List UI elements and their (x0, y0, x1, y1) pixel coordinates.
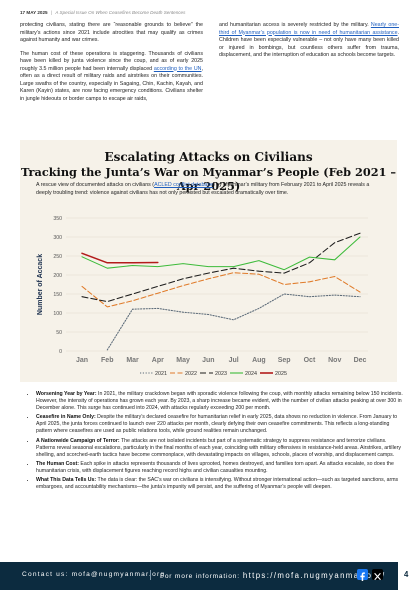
y-tick-label: 250 (53, 254, 62, 260)
x-tick-label: Feb (101, 357, 113, 364)
issue-date: 17 MAY 2025 (20, 10, 48, 15)
page-number: 4 (404, 570, 409, 579)
legend-label: 2024 (245, 371, 257, 377)
paragraph-text: , often as a direct result of military r… (20, 65, 203, 102)
finding-text: The data is clear: the SAC’s war on civi… (36, 477, 399, 491)
attacks-line-chart: 0 50 100 150 200 250 300 350 Number of Accack Jan… (37, 216, 368, 377)
intro-paragraph: The human cost of these operations is st… (20, 51, 203, 104)
intro-right-column: and humanitarian access is severely rest… (219, 22, 399, 66)
intro-paragraph: and humanitarian access is severely rest… (219, 22, 399, 60)
finding-text: The attacks are not isolated incidents b… (36, 437, 401, 458)
chart-description: A rescue view of documented attacks on c… (36, 182, 386, 197)
paragraph-text: The human cost of these operations is st… (20, 50, 203, 72)
finding-item: What This Data Tells Us: The data is cle… (36, 477, 406, 491)
legend-label: 2025 (275, 371, 287, 377)
page-footer: Contact us: mofa@nugmyanmar.org For more… (0, 562, 417, 590)
legend-label: 2021 (155, 371, 167, 377)
x-tick-label: Aug (252, 357, 266, 364)
header-separator: | (50, 10, 53, 15)
x-tick-label: May (176, 357, 190, 364)
chart-subtitle: Tracking the Junta’s War on Myanmar’s Pe… (20, 165, 397, 193)
series-line-2021 (106, 293, 361, 351)
finding-item: Worsening Year by Year: In 2021, the mil… (36, 391, 406, 412)
series-line-2025 (81, 252, 159, 264)
finding-title: A Nationwide Campaign of Terror: (36, 437, 120, 444)
chart-panel: Escalating Attacks on Civilians Tracking… (20, 140, 397, 382)
y-tick-label: 50 (56, 330, 62, 336)
page-number-box (398, 562, 417, 590)
series-line-2023 (81, 232, 361, 303)
paragraph-text: and humanitarian access is severely rest… (219, 22, 371, 28)
key-findings-list: Worsening Year by Year: In 2021, the mil… (26, 391, 406, 493)
x-tick-label: Jan (76, 357, 88, 364)
series-line-2022 (81, 272, 361, 308)
paragraph-text: ) by Myanmar’s military from February 20… (36, 182, 370, 196)
finding-title: The Human Cost: (36, 460, 79, 467)
x-tick-label: Dec (354, 357, 367, 364)
y-axis-label: Number of Accack (37, 254, 44, 315)
contact-email[interactable]: Contact us: mofa@nugmyanmar.org (22, 571, 166, 578)
x-tick-label: Jun (202, 357, 214, 364)
more-info-label: For more information: (160, 573, 240, 580)
acled-link[interactable]: ACLED conflict database (154, 182, 213, 188)
legend-label: 2023 (215, 371, 227, 377)
paragraph-text: A rescue view of documented attacks on c… (36, 182, 155, 188)
finding-text: Despite the military’s declared ceasefir… (36, 414, 398, 435)
footer-divider (150, 570, 151, 580)
finding-text: Each spike in attacks represents thousan… (36, 460, 394, 474)
humanitarian-need-link[interactable]: Nearly one-third of Myanmar’s population… (219, 22, 399, 36)
x-tick-label: Jul (229, 357, 239, 364)
intro-paragraph: protecting civilians, stating there are … (20, 22, 203, 43)
x-tick-label: Mar (126, 357, 139, 364)
x-tick-label: Sep (278, 357, 291, 364)
finding-item: A Nationwide Campaign of Terror: The att… (36, 438, 406, 459)
x-twitter-icon[interactable] (372, 569, 383, 581)
facebook-icon[interactable] (357, 569, 368, 581)
finding-item: Ceasefire in Name Only: Despite the mili… (36, 414, 406, 435)
finding-item: The Human Cost: Each spike in attacks re… (36, 461, 406, 475)
issue-title: A Special Issue On When Ceasefires Becom… (55, 10, 186, 15)
finding-text: In 2021, the military crackdown began wi… (36, 391, 403, 412)
y-tick-label: 150 (53, 292, 62, 298)
y-tick-label: 300 (53, 235, 62, 241)
legend-label: 2022 (185, 371, 197, 377)
finding-title: Ceasefire in Name Only: (36, 414, 96, 421)
y-tick-label: 200 (53, 273, 62, 279)
y-tick-label: 350 (53, 216, 62, 222)
x-tick-label: Apr (152, 357, 164, 364)
y-tick-label: 100 (53, 311, 62, 317)
un-source-link[interactable]: according to the UN (153, 65, 202, 72)
finding-title: What This Data Tells Us: (36, 477, 97, 484)
more-info: For more information: https://mofa.nugmya… (160, 571, 386, 580)
x-tick-label: Nov (328, 357, 341, 364)
chart-title: Escalating Attacks on Civilians (104, 150, 313, 164)
paragraph-text: . Children have been especially vulnerab… (219, 29, 399, 59)
website-link[interactable]: https://mofa.nugmyanmar.org/ (242, 571, 386, 580)
page-header: 17 MAY 2025 | A Special Issue On When Ce… (20, 10, 185, 15)
x-tick-label: Oct (304, 357, 316, 364)
intro-left-column: protecting civilians, stating there are … (20, 22, 203, 109)
finding-title: Worsening Year by Year: (36, 391, 97, 397)
y-tick-label: 0 (59, 349, 62, 355)
series-line-2024 (81, 236, 361, 271)
